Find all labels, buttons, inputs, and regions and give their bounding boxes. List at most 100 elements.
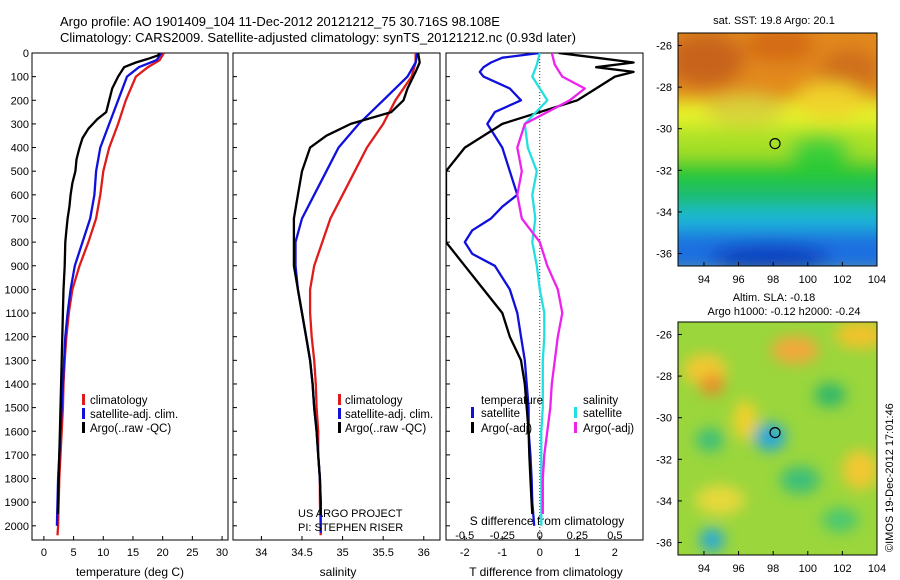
legend-climatology: climatology [90,395,148,407]
salinity-series [292,53,421,536]
legend-swatch-t-satellite [471,407,474,418]
map-x-tick-label: 100 [799,274,817,286]
series-line-temperature-satellite [463,53,540,526]
difference-legend: temperature salinity satellite Argo(-adj… [471,395,634,435]
sla-map-subtitle: Argo h1000: -0.12 h2000: -0.24 [708,306,861,318]
sla-map-title: Altim. SLA: -0.18 [733,292,816,304]
depth-tick-label: 500 [11,166,29,178]
x-tick-label: 34 [255,547,267,559]
depth-tick-label: 2000 [5,521,29,533]
sst-green-patch [790,136,850,164]
x-tick-label: 0 [41,547,47,559]
series-line-temperature-argo-adj- [446,53,635,515]
imos-timestamp: ©IMOS 19-Dec-2012 17:01:46 [884,403,896,552]
depth-tick-label: 1800 [5,474,29,486]
x-tick-label: -1 [497,547,507,559]
depth-tick-label: 100 [11,72,29,84]
map-x-tick-label: 94 [698,274,710,286]
depth-tick-label: 1400 [5,379,29,391]
depth-tick-label: 300 [11,119,29,131]
map-x-tick-label: 104 [868,563,886,575]
x2-tick-label: 0.5 [607,530,622,542]
depth-tick-label: 1000 [5,284,29,296]
legend-swatch-argo [82,422,85,433]
sla-high-patch [771,336,819,364]
series-line-argo-raw-qc- [56,53,161,515]
legend-swatch-s-argo [574,422,577,433]
series-line-argo-raw-qc- [292,53,421,514]
legend-s-argo: Argo(-adj) [583,423,634,435]
series-line-salinity-argo-adj- [516,53,586,514]
legend-climatology: climatology [345,395,403,407]
x2-tick-label: 0.25 [567,530,588,542]
sst-hot-patch [678,33,745,88]
difference-panel-frame [445,52,644,541]
pi-annotation: PI: STEPHEN RISER [298,522,403,534]
depth-tick-label: 600 [11,190,29,202]
legend-argo: Argo(..raw -QC) [345,423,426,435]
map-y-tick-label: -28 [656,82,672,94]
salinity-legend: climatology satellite-adj. clim. Argo(..… [338,394,433,435]
legend-t-satellite: satellite [481,408,520,420]
x-tick-label: 35 [336,547,348,559]
sla-map-frame [677,321,878,556]
project-annotation: US ARGO PROJECT [298,508,403,520]
x-tick-label: 20 [157,547,169,559]
salinity-axis-label: salinity [320,565,357,579]
sst-map-frame [677,32,878,267]
legend-t-argo: Argo(-adj) [481,423,532,435]
sla-low-patch [814,383,846,407]
map-y-tick-label: -26 [656,329,672,341]
sla-argo-marker [769,426,781,439]
map-y-tick-label: -28 [656,371,672,383]
chart-title-line2: Climatology: CARS2009. Satellite-adjuste… [60,30,576,45]
sst-teal-band [678,185,877,210]
map-x-tick-label: 96 [732,563,744,575]
sla-high-patch [842,450,877,490]
map-x-tick-label: 98 [767,563,779,575]
salinity-x-axis: 34 34.5 35 35.5 36 [255,536,430,559]
legend-header-salinity: salinity [583,395,618,407]
depth-tick-label: 200 [11,95,29,107]
s-difference-axis-label: S difference from climatology [470,514,625,528]
sst-map [678,33,877,266]
map-y-tick-label: -32 [656,165,672,177]
x2-tick-label: -0.25 [490,530,515,542]
legend-header-temperature: temperature [481,395,543,407]
map-x-tick-label: 94 [698,563,710,575]
depth-tick-label: 1300 [5,355,29,367]
chart-title-line1: Argo profile: AO 1901409_104 11-Dec-2012… [60,14,500,29]
map-y-tick-label: -36 [656,249,672,261]
map-x-tick-label: 98 [767,274,779,286]
map-x-tick-label: 102 [833,563,851,575]
sla-low-patch [696,428,724,452]
difference-series [446,53,635,526]
legend-swatch-climatology [338,394,341,405]
x2-tick-label: -0.5 [455,530,474,542]
x-tick-label: 30 [216,547,228,559]
sla-map-axes: 94 96 98 100 102 104 -26 -28 -30 -32 -34 -36 [656,329,886,575]
x-tick-label: -2 [460,547,470,559]
legend-swatch-s-satellite [574,407,577,418]
sla-high-patch [733,400,757,440]
map-x-tick-label: 102 [833,274,851,286]
map-y-tick-label: -36 [656,538,672,550]
t-difference-axis-label: T difference from climatology [469,565,623,579]
depth-tick-label: 1900 [5,497,29,509]
map-x-tick-label: 96 [732,274,744,286]
depth-tick-label: 1200 [5,332,29,344]
x-tick-label: 25 [186,547,198,559]
depth-tick-label: 1100 [5,308,29,320]
map-y-tick-label: -30 [656,413,672,425]
depth-tick-label: 900 [11,261,29,273]
sst-hot-patch [820,48,877,92]
temperature-panel-frame [31,52,229,541]
x-tick-label: 36 [418,547,430,559]
sla-low-patch [754,423,786,451]
depth-tick-label: 0 [23,48,29,60]
legend-swatch-argo [338,422,341,433]
t-difference-x-axis: -2 -1 0 1 2 [460,536,618,559]
series-line-salinity-satellite [523,53,549,526]
map-y-tick-label: -32 [656,454,672,466]
